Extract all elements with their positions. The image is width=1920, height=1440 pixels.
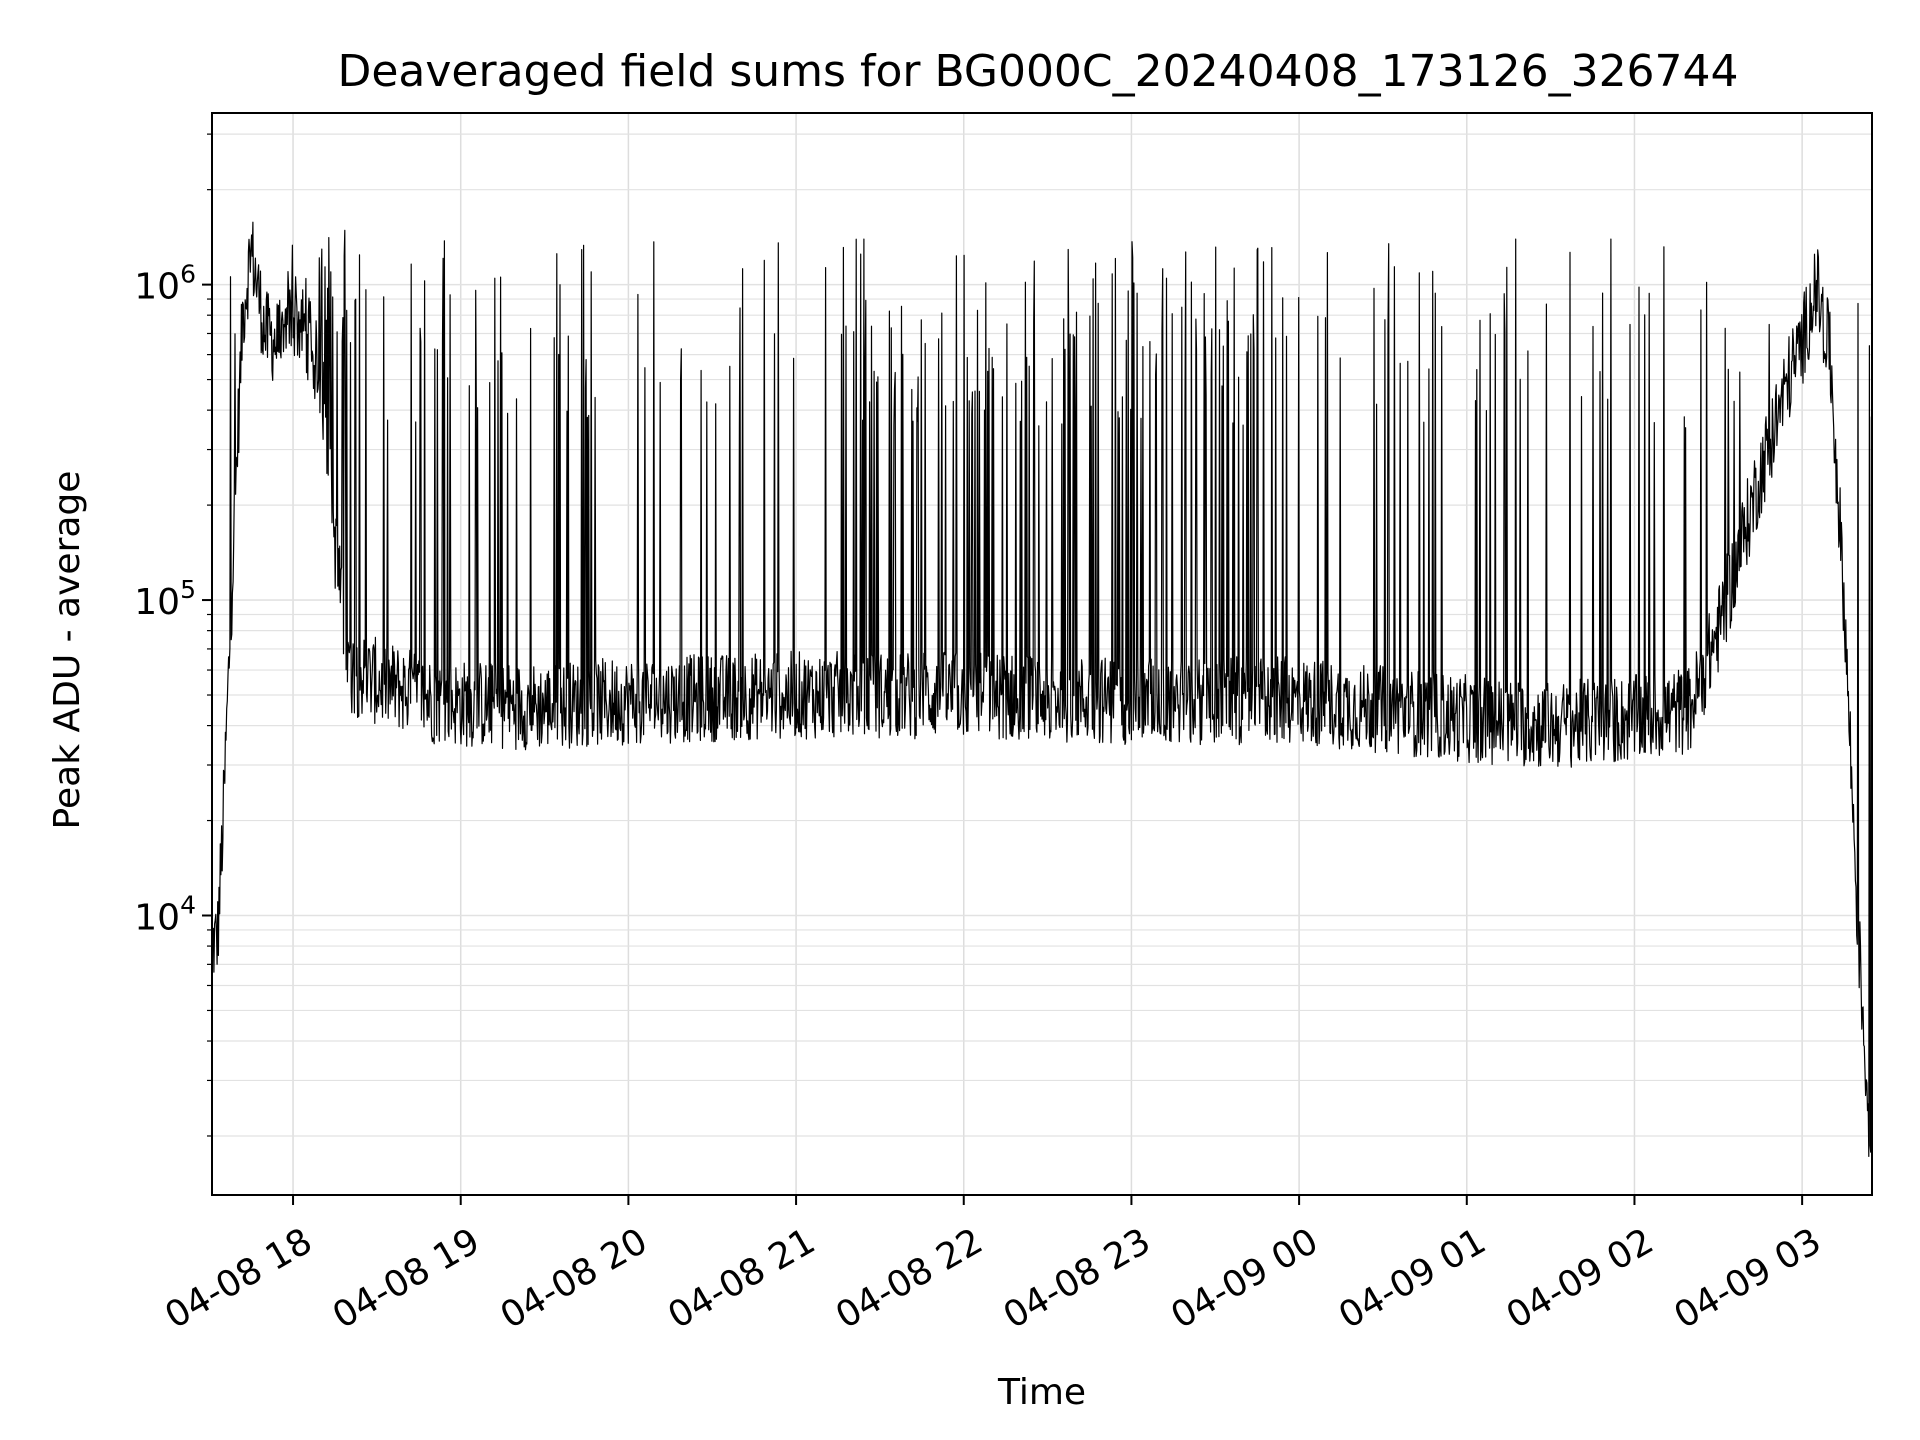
x-tick-label: 04-09 03	[1667, 1221, 1828, 1337]
x-axis-label: Time	[997, 1372, 1086, 1413]
x-tick-label: 04-09 01	[1332, 1221, 1493, 1337]
series-line	[211, 221, 1873, 1196]
y-axis-label: Peak ADU - average	[47, 471, 88, 830]
y-tick-label: 105	[134, 575, 196, 623]
chart-title: Deaveraged field sums for BG000C_2024040…	[337, 46, 1738, 97]
x-tick-label: 04-08 23	[997, 1221, 1158, 1337]
x-tick-label: 04-09 00	[1164, 1221, 1325, 1337]
y-tick-label: 104	[134, 891, 196, 939]
x-tick-label: 04-08 21	[661, 1221, 822, 1337]
x-axis: 04-08 18 04-08 19 04-08 20 04-08 21 04-08 22…	[158, 1195, 1828, 1337]
grid	[212, 113, 1872, 1195]
y-axis: 104 105 106	[134, 133, 212, 1137]
x-tick-label: 04-08 18	[158, 1221, 319, 1337]
x-tick-label: 04-09 02	[1500, 1221, 1661, 1337]
x-tick-label: 04-08 20	[494, 1221, 655, 1337]
y-tick-label: 106	[134, 260, 196, 308]
x-tick-label: 04-08 22	[829, 1221, 990, 1337]
x-tick-label: 04-08 19	[326, 1221, 487, 1337]
